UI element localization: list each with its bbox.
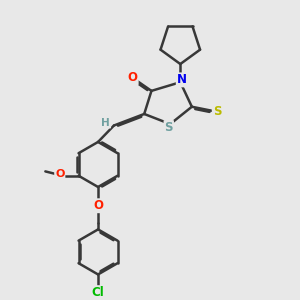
Text: O: O <box>128 71 138 84</box>
Text: O: O <box>55 169 64 179</box>
Text: S: S <box>164 121 173 134</box>
Text: O: O <box>93 199 103 212</box>
Text: S: S <box>213 105 221 118</box>
Text: N: N <box>177 74 187 86</box>
Text: Cl: Cl <box>92 286 104 299</box>
Text: H: H <box>101 118 110 128</box>
